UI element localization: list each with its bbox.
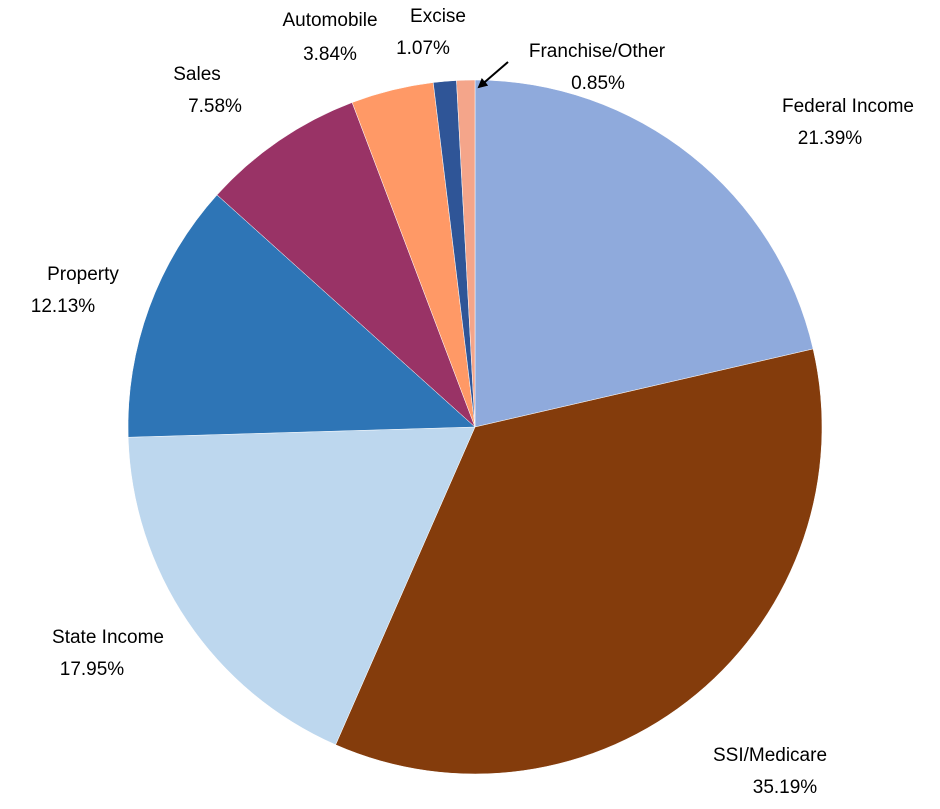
slices: [127, 79, 823, 775]
pie-slice: [474, 79, 814, 428]
slice-value-label: 0.85%: [571, 73, 625, 94]
pie-slice: [216, 102, 476, 428]
pie-slice: [456, 79, 476, 428]
slice-value-label: 21.39%: [798, 128, 863, 149]
pie-slice: [335, 348, 823, 775]
pie-slice: [127, 194, 476, 438]
slice-label: Federal Income: [782, 96, 914, 117]
slice-label: Property: [47, 264, 119, 285]
slice-value-label: 17.95%: [60, 659, 125, 680]
slice-label: Excise: [410, 6, 466, 27]
slice-value-label: 7.58%: [188, 96, 242, 117]
slice-value-label: 3.84%: [303, 44, 357, 65]
slice-label: Sales: [173, 64, 221, 85]
labels: Federal Income 21.39% SSI/Medicare 35.19% St…: [31, 6, 914, 798]
slice-label: SSI/Medicare: [713, 745, 827, 766]
slice-value-label: 35.19%: [753, 777, 818, 798]
pie-slice: [127, 426, 476, 746]
slice-label: Automobile: [282, 10, 377, 31]
slice-label: State Income: [52, 627, 164, 648]
leader-arrow: [477, 61, 509, 89]
slice-value-label: 12.13%: [31, 296, 96, 317]
slice-label: Franchise/Other: [529, 41, 666, 62]
slice-value-label: 1.07%: [396, 38, 450, 59]
